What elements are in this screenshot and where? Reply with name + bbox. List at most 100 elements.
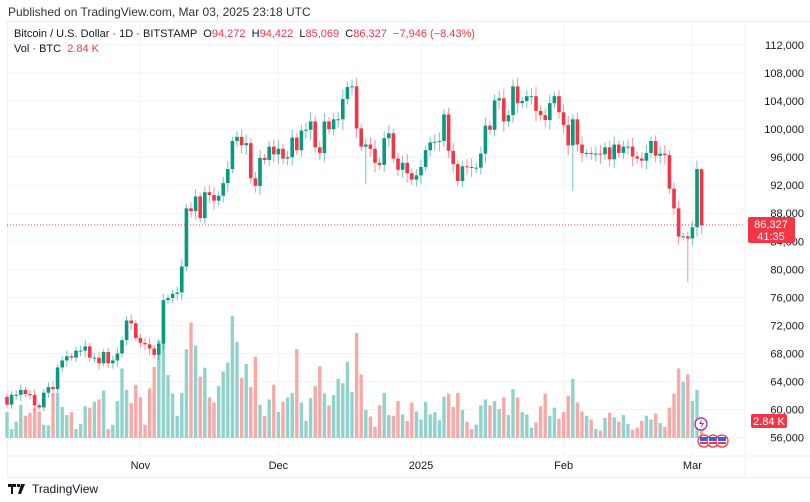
candle-body (230, 141, 235, 170)
volume-bar (594, 429, 598, 438)
open-value: 94,272 (211, 28, 246, 40)
candle-body (106, 352, 110, 364)
volume-bar (534, 422, 538, 438)
candle (649, 136, 653, 158)
volume-bar (672, 393, 676, 438)
price-chart[interactable]: 112,000 108,000 104,000 100,000 96,000 92,000… (0, 0, 810, 480)
candle (460, 160, 465, 188)
volume-bar (295, 349, 299, 438)
candle-body (345, 87, 350, 99)
volume-bar (433, 412, 437, 438)
candle (69, 353, 74, 361)
candle (575, 112, 580, 152)
candle (318, 140, 322, 161)
volume-bar (235, 341, 239, 438)
volume-bar (571, 378, 575, 438)
volume-bar (313, 386, 317, 438)
candle (557, 90, 561, 119)
volume-bar (350, 392, 354, 438)
volume-bar (120, 368, 124, 438)
candle (621, 140, 626, 160)
candle (396, 152, 400, 176)
candle (414, 169, 419, 187)
candle-body (451, 150, 455, 165)
volume-bar (437, 420, 442, 438)
tradingview-logo[interactable]: TradingView (8, 482, 98, 496)
candle (571, 114, 575, 191)
candle (267, 140, 271, 167)
open-label: O (203, 28, 212, 40)
candle-body (603, 147, 607, 155)
candle (5, 394, 9, 408)
candle-body (331, 119, 336, 130)
candle (566, 115, 570, 156)
candle (46, 382, 51, 398)
candle (410, 168, 414, 185)
volume-title[interactable]: Vol · BTC (14, 43, 62, 55)
volume-bar (23, 415, 28, 438)
volume-bar (9, 429, 14, 438)
candle-body (584, 152, 589, 154)
candle-body (304, 129, 308, 131)
time-axis-label: Mar (683, 460, 702, 472)
candle (373, 139, 377, 173)
volume-bar (442, 396, 446, 438)
candle (433, 134, 437, 151)
volume-bar (65, 415, 69, 438)
candle (515, 77, 520, 113)
candle-body (566, 124, 570, 146)
candle-body (267, 146, 271, 160)
volume-bar (419, 419, 423, 438)
candle (212, 186, 216, 210)
volume-bar (249, 386, 253, 438)
volume-bar (69, 412, 74, 438)
candle (695, 160, 699, 237)
candle-body (377, 162, 382, 165)
candle (175, 286, 179, 301)
candle (336, 111, 340, 128)
candle (207, 185, 212, 203)
candle (74, 346, 78, 363)
candle (253, 172, 258, 193)
candle-body (538, 110, 543, 116)
candle-body (74, 350, 78, 358)
candle (166, 294, 170, 304)
volume-bar (203, 367, 207, 438)
candle (699, 168, 704, 234)
brand-name: TradingView (32, 482, 99, 496)
flag-stripe (718, 437, 726, 441)
volume-bar (364, 409, 368, 438)
volume-bar (281, 401, 285, 438)
volume-bar (598, 430, 603, 438)
candle-body (442, 114, 446, 142)
candle-body (626, 146, 630, 148)
price-axis-label: 92,000 (770, 180, 804, 192)
candle (667, 150, 672, 195)
volume-bar (212, 402, 216, 438)
candle (115, 347, 120, 368)
volume-bar (506, 415, 511, 438)
volume-bar (336, 378, 340, 438)
volume-bar (230, 315, 235, 438)
candle-body (460, 166, 465, 181)
volume-bar (686, 374, 690, 438)
flag-stripe (718, 442, 726, 444)
symbol-title[interactable]: Bitcoin / U.S. Dollar · 1D · BITSTAMP (14, 28, 198, 40)
candle (584, 148, 589, 158)
volume-bar (32, 408, 37, 438)
volume-bar (166, 375, 170, 438)
volume-bar (97, 399, 101, 438)
candle-body (483, 125, 488, 154)
candle-body (653, 141, 658, 156)
candle-body (276, 148, 281, 155)
candle-body (207, 192, 212, 196)
volume-bar (630, 429, 635, 438)
volume-label-box (751, 414, 787, 428)
candle-body (598, 153, 603, 155)
candle (230, 136, 235, 174)
candle-body (414, 175, 419, 180)
volume-bar (92, 401, 97, 438)
candle-body (428, 142, 432, 151)
candle (322, 113, 327, 163)
candle-body (387, 133, 391, 139)
